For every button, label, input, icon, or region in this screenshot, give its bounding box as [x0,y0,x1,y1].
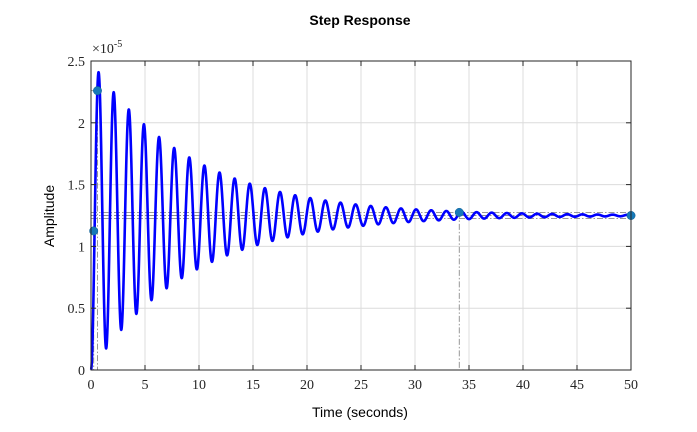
y-tick-label: 2.5 [68,55,86,70]
x-tick-label: 5 [142,378,149,393]
y-tick-label: 0 [78,364,85,379]
y-exponent-label: ×10-5 [92,39,122,57]
x-tick-label: 50 [624,378,638,393]
y-tick-label: 1.5 [68,179,86,194]
data-marker[interactable] [89,226,99,236]
data-marker[interactable] [93,86,102,96]
chart-title: Step Response [309,12,410,28]
x-tick-label: 40 [516,378,530,393]
x-tick-label: 25 [354,378,368,393]
x-tick-label: 35 [462,378,476,393]
data-marker[interactable] [454,207,464,217]
x-tick-label: 30 [408,378,422,393]
markers [89,86,636,236]
x-axis-label: Time (seconds) [312,404,408,420]
y-tick-labels: 0 0.5 1 1.5 2 2.5 [68,55,86,379]
x-tick-label: 10 [192,378,206,393]
y-axis-label: Amplitude [41,185,57,247]
y-exponent-base: ×10 [92,42,114,57]
x-tick-labels: 0 5 10 15 20 25 30 35 40 45 50 [88,378,639,393]
step-response-line [89,70,633,372]
y-exponent-power: -5 [114,39,122,50]
x-tick-label: 15 [246,378,260,393]
x-tick-label: 0 [88,378,95,393]
x-tick-label: 20 [300,378,314,393]
y-tick-label: 2 [78,117,85,132]
series-layer [89,70,633,372]
x-tick-label: 45 [570,378,584,393]
tick-marks [90,60,632,371]
y-tick-label: 0.5 [68,302,86,317]
y-tick-label: 1 [78,240,85,255]
